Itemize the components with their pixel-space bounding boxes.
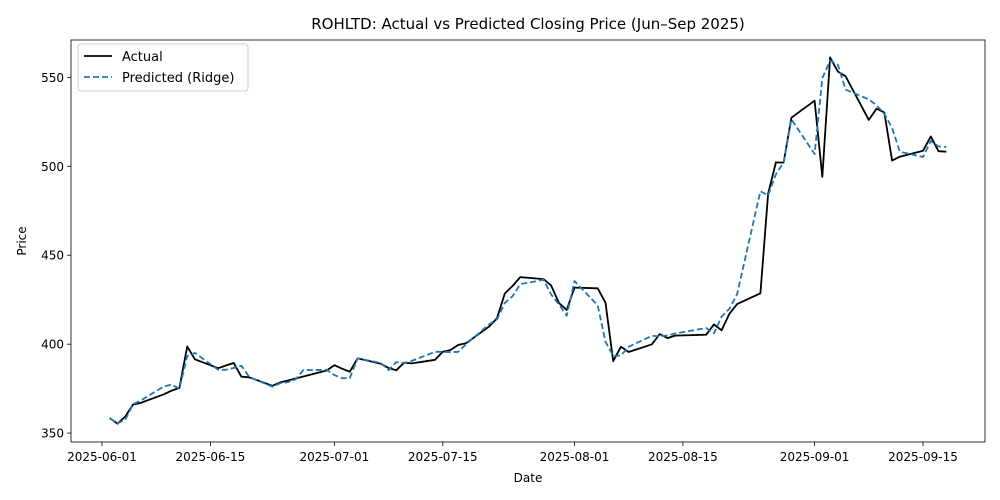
y-tick-label: 500 [41, 160, 64, 174]
x-tick-label: 2025-08-01 [540, 450, 610, 464]
x-axis: 2025-06-01 2025-06-15 2025-07-01 2025-07-15… [67, 442, 958, 464]
y-axis: 350 400 450 500 550 [41, 71, 71, 441]
series-line-actual [109, 56, 947, 425]
y-tick-label: 450 [41, 249, 64, 263]
x-tick-label: 2025-07-01 [299, 450, 369, 464]
legend: Actual Predicted (Ridge) [77, 43, 249, 92]
axes-frame [70, 39, 986, 443]
y-tick-label: 350 [41, 427, 64, 441]
x-tick-label: 2025-06-01 [67, 450, 137, 464]
y-tick-label: 550 [41, 71, 64, 85]
chart-title: ROHLTD: Actual vs Predicted Closing Pric… [311, 15, 745, 33]
series-line-predicted [109, 59, 947, 425]
x-tick-label: 2025-09-15 [888, 450, 958, 464]
x-axis-title: Date [514, 471, 543, 485]
y-tick-label: 400 [41, 338, 64, 352]
x-tick-label: 2025-09-01 [780, 450, 850, 464]
plot-area: 2025-06-01 2025-06-15 2025-07-01 2025-07-15… [41, 39, 986, 464]
x-tick-label: 2025-08-15 [648, 450, 718, 464]
plot-background [71, 40, 985, 442]
legend-box [77, 43, 249, 92]
legend-label-predicted: Predicted (Ridge) [122, 71, 234, 86]
x-tick-label: 2025-07-15 [408, 450, 478, 464]
y-axis-title: Price [15, 226, 29, 255]
x-tick-label: 2025-06-15 [176, 450, 246, 464]
series-layer [109, 56, 947, 425]
legend-label-actual: Actual [122, 50, 163, 65]
